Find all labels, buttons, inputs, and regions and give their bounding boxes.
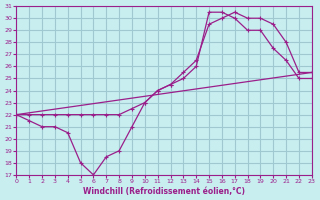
X-axis label: Windchill (Refroidissement éolien,°C): Windchill (Refroidissement éolien,°C) <box>83 187 245 196</box>
